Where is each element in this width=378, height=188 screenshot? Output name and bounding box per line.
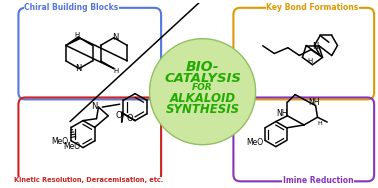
- Text: N: N: [91, 102, 98, 111]
- Text: FOR: FOR: [192, 83, 213, 92]
- Text: ALKALOID: ALKALOID: [169, 92, 235, 105]
- Text: O: O: [115, 111, 122, 120]
- Circle shape: [150, 39, 256, 145]
- Text: SYNTHESIS: SYNTHESIS: [166, 102, 240, 116]
- Text: N: N: [112, 33, 118, 42]
- Text: MeO: MeO: [51, 137, 68, 146]
- Text: Kinetic Resolution, Deracemisation, etc.: Kinetic Resolution, Deracemisation, etc.: [14, 177, 163, 183]
- Text: H: H: [317, 121, 322, 126]
- Text: NH: NH: [276, 109, 287, 118]
- Text: Key Bond Formations: Key Bond Formations: [266, 3, 359, 12]
- Polygon shape: [66, 37, 80, 45]
- Text: CATALYSIS: CATALYSIS: [164, 72, 241, 85]
- Text: BIO-: BIO-: [186, 60, 219, 74]
- Text: H: H: [307, 58, 312, 64]
- Text: Imine Reduction: Imine Reduction: [283, 176, 353, 185]
- Text: MeO: MeO: [63, 142, 80, 151]
- Text: MeO: MeO: [246, 138, 263, 147]
- Text: N: N: [75, 64, 81, 73]
- Text: O: O: [127, 114, 133, 123]
- Text: NH: NH: [308, 98, 319, 107]
- Text: H: H: [74, 32, 80, 38]
- Text: Chiral Building Blocks: Chiral Building Blocks: [24, 3, 119, 12]
- Text: N: N: [312, 42, 319, 51]
- Text: H: H: [113, 68, 118, 74]
